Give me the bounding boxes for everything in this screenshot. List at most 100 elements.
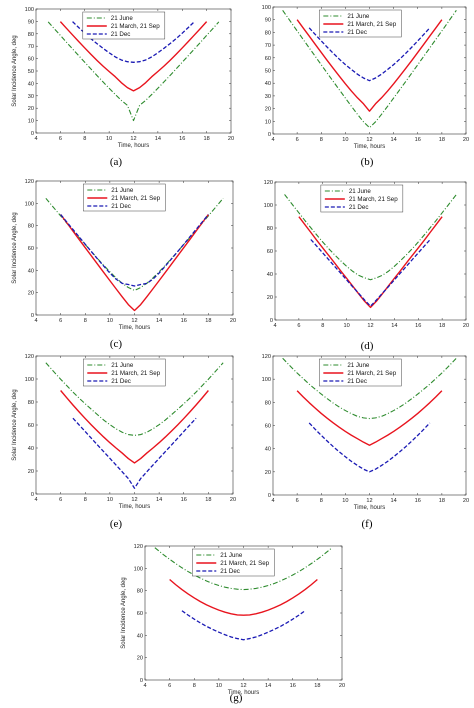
y-tick-label: 30 [28, 94, 34, 100]
series-line-march-sep [298, 216, 443, 309]
x-tick-label: 8 [193, 683, 196, 689]
x-tick-label: 8 [84, 497, 87, 503]
panel-caption: (g) [230, 692, 243, 704]
y-tick-label: 40 [265, 447, 271, 453]
y-tick-label: 20 [28, 106, 34, 112]
series-line-dec [72, 417, 197, 489]
y-tick-label: 0 [270, 318, 273, 324]
legend-label: 21 June [111, 187, 134, 194]
x-tick-label: 4 [273, 323, 276, 329]
y-tick-label: 60 [265, 56, 271, 62]
panel-caption: (d) [361, 340, 374, 352]
y-tick-label: 20 [267, 295, 273, 301]
x-tick-label: 14 [391, 498, 397, 504]
y-tick-label: 40 [28, 446, 34, 452]
legend-label: 21 June [111, 362, 134, 369]
series-line-march-sep [60, 214, 209, 312]
series-line-june [45, 362, 224, 436]
panel-caption: (e) [110, 518, 123, 530]
legend-label: 21 March, 21 Sep [111, 23, 160, 30]
y-tick-label: 40 [267, 272, 273, 278]
x-axis-label: Time, hours [354, 505, 385, 511]
legend-label: 21 Dec [220, 568, 240, 575]
x-tick-label: 10 [107, 497, 113, 503]
x-tick-label: 6 [59, 318, 62, 324]
panel-caption: (b) [361, 156, 374, 168]
legend-label: 21 Dec [347, 29, 367, 36]
x-tick-label: 8 [84, 318, 87, 324]
y-tick-label: 0 [31, 131, 34, 137]
x-tick-label: 6 [296, 137, 299, 143]
series-line-june [45, 197, 224, 291]
y-tick-label: 80 [28, 32, 34, 38]
y-tick-label: 100 [25, 377, 34, 383]
series-line-june [154, 547, 333, 591]
legend-label: 21 March, 21 Sep [347, 21, 396, 28]
y-tick-label: 80 [265, 400, 271, 406]
series-line-dec [60, 214, 209, 287]
y-tick-label: 80 [267, 226, 273, 232]
y-tick-label: 100 [134, 566, 143, 572]
x-tick-label: 16 [415, 323, 421, 329]
x-axis-label: Time, hours [119, 504, 150, 510]
x-tick-label: 4 [34, 497, 37, 503]
x-tick-label: 14 [156, 318, 162, 324]
y-tick-label: 0 [140, 678, 143, 684]
y-axis-label: Solar Incidence Angle, deg [12, 35, 18, 106]
y-tick-label: 120 [264, 180, 273, 186]
x-tick-label: 8 [320, 498, 323, 504]
chart-panel: 4 6 8 10 12 14 16 18 20 0 20 40 60 80 100 120 Time, hour… [262, 354, 469, 530]
y-tick-label: 100 [25, 7, 34, 13]
chart-panel: 4 6 8 10 12 14 16 18 20 0 20 40 60 80 100 120 Time, hour… [12, 354, 236, 530]
legend-label: 21 March, 21 Sep [220, 560, 269, 567]
y-tick-label: 20 [265, 107, 271, 113]
x-tick-label: 18 [439, 323, 445, 329]
x-tick-label: 10 [342, 137, 348, 143]
series-line-june [282, 9, 457, 129]
y-tick-label: 20 [265, 470, 271, 476]
x-tick-label: 4 [34, 136, 37, 142]
y-tick-label: 60 [265, 424, 271, 430]
y-tick-label: 60 [28, 57, 34, 63]
series-line-dec [310, 239, 431, 307]
legend-label: 21 March, 21 Sep [111, 370, 160, 377]
legend-label: 21 Dec [349, 204, 369, 211]
y-tick-label: 60 [137, 611, 143, 617]
x-tick-label: 6 [59, 136, 62, 142]
x-tick-label: 14 [391, 137, 397, 143]
legend-label: 21 Dec [111, 31, 131, 38]
x-tick-label: 10 [344, 323, 350, 329]
y-tick-label: 80 [28, 400, 34, 406]
x-tick-label: 10 [216, 683, 222, 689]
series-line-march-sep [169, 578, 318, 616]
y-tick-label: 20 [28, 291, 34, 297]
x-tick-label: 12 [130, 136, 136, 142]
x-tick-label: 16 [179, 136, 185, 142]
x-tick-label: 14 [156, 497, 162, 503]
y-tick-label: 120 [134, 544, 143, 550]
y-tick-label: 70 [28, 44, 34, 50]
x-tick-label: 12 [366, 137, 372, 143]
x-tick-label: 18 [205, 318, 211, 324]
y-tick-label: 80 [137, 589, 143, 595]
x-tick-label: 12 [367, 323, 373, 329]
y-tick-label: 20 [137, 656, 143, 662]
x-tick-label: 16 [181, 318, 187, 324]
x-tick-label: 14 [265, 683, 271, 689]
y-tick-label: 80 [28, 224, 34, 230]
y-tick-label: 40 [28, 268, 34, 274]
legend-label: 21 June [347, 13, 370, 20]
x-tick-label: 16 [181, 497, 187, 503]
y-tick-label: 100 [264, 203, 273, 209]
legend-label: 21 June [111, 15, 134, 22]
x-tick-label: 20 [228, 136, 234, 142]
x-tick-label: 8 [83, 136, 86, 142]
x-tick-label: 4 [271, 137, 274, 143]
x-tick-label: 10 [342, 498, 348, 504]
x-tick-label: 16 [415, 498, 421, 504]
x-tick-label: 20 [463, 323, 469, 329]
x-tick-label: 18 [204, 136, 210, 142]
series-line-dec [181, 610, 306, 641]
